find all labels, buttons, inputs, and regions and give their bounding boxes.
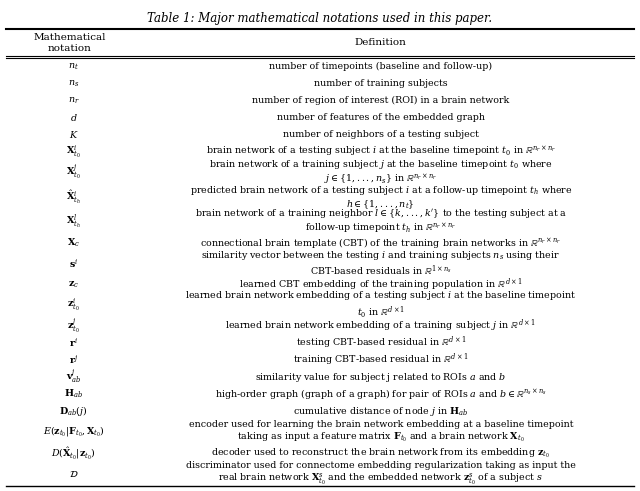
Text: similarity vector between the testing $i$ and training subjects $n_s$ using thei: similarity vector between the testing $i… (201, 248, 561, 278)
Text: $E(\mathbf{z}_{t_0}|\mathbf{F}_{t_0}, \mathbf{X}_{t_0})$: $E(\mathbf{z}_{t_0}|\mathbf{F}_{t_0}, \m… (43, 425, 104, 439)
Text: $\mathbf{r}^i$: $\mathbf{r}^i$ (69, 337, 78, 350)
Text: brain network of a training subject $j$ at the baseline timepoint $t_0$ where
$j: brain network of a training subject $j$ … (209, 158, 552, 187)
Text: $\mathbf{z}^j_{t_0}$: $\mathbf{z}^j_{t_0}$ (67, 317, 80, 335)
Text: discriminator used for connectome embedding regularization taking as input the
r: discriminator used for connectome embedd… (186, 461, 576, 487)
Text: connectional brain template (CBT) of the training brain networks in $\mathbb{R}^: connectional brain template (CBT) of the… (200, 236, 561, 249)
Text: number of region of interest (ROI) in a brain network: number of region of interest (ROI) in a … (252, 96, 509, 105)
Text: $D(\hat{\mathbf{X}}_{t_0}|\mathbf{z}_{t_0})$: $D(\hat{\mathbf{X}}_{t_0}|\mathbf{z}_{t_… (51, 445, 96, 461)
Text: $n_s$: $n_s$ (68, 78, 79, 89)
Text: Mathematical
notation: Mathematical notation (33, 33, 106, 53)
Text: $\mathbf{D}_{ab}(j)$: $\mathbf{D}_{ab}(j)$ (60, 404, 88, 418)
Text: predicted brain network of a testing subject $i$ at a follow-up timepoint $t_h$ : predicted brain network of a testing sub… (189, 184, 572, 211)
Text: high-order graph (graph of a graph) for pair of ROIs $a$ and $b \in \mathbb{R}^{: high-order graph (graph of a graph) for … (215, 387, 547, 401)
Text: brain network of a testing subject $i$ at the baseline timepoint $t_0$ in $\math: brain network of a testing subject $i$ a… (206, 145, 556, 159)
Text: $n_t$: $n_t$ (68, 61, 79, 72)
Text: learned brain network embedding of a training subject $j$ in $\mathbb{R}^{d \tim: learned brain network embedding of a tra… (225, 318, 536, 334)
Text: Definition: Definition (355, 38, 407, 48)
Text: testing CBT-based residual in $\mathbb{R}^{d \times 1}$: testing CBT-based residual in $\mathbb{R… (296, 335, 466, 352)
Text: $\mathbf{X}^i_{t_0}$: $\mathbf{X}^i_{t_0}$ (66, 143, 81, 160)
Text: $\mathbf{z}_c$: $\mathbf{z}_c$ (68, 279, 79, 290)
Text: $\mathbf{z}^i_{t_0}$: $\mathbf{z}^i_{t_0}$ (67, 297, 80, 313)
Text: number of neighbors of a testing subject: number of neighbors of a testing subject (283, 130, 479, 139)
Text: brain network of a training neighbor $l \in \{k,...,k'\}$ to the testing subject: brain network of a training neighbor $l … (195, 207, 567, 236)
Text: $\mathbf{v}^j_{ab}$: $\mathbf{v}^j_{ab}$ (66, 369, 81, 385)
Text: training CBT-based residual in $\mathbb{R}^{d \times 1}$: training CBT-based residual in $\mathbb{… (293, 352, 468, 368)
Text: $\mathbf{r}^j$: $\mathbf{r}^j$ (69, 354, 78, 366)
Text: $\hat{\mathbf{X}}^i_{t_h}$: $\hat{\mathbf{X}}^i_{t_h}$ (67, 189, 81, 206)
Text: $n_r$: $n_r$ (68, 95, 79, 106)
Text: number of features of the embedded graph: number of features of the embedded graph (276, 113, 485, 122)
Text: $\mathbf{X}^l_{t_h}$: $\mathbf{X}^l_{t_h}$ (67, 213, 81, 231)
Text: encoder used for learning the brain network embedding at a baseline timepoint
ta: encoder used for learning the brain netw… (189, 420, 573, 444)
Text: number of training subjects: number of training subjects (314, 79, 447, 88)
Text: $d$: $d$ (70, 112, 77, 123)
Text: Table 1: Major mathematical notations used in this paper.: Table 1: Major mathematical notations us… (147, 12, 493, 25)
Text: learned brain network embedding of a testing subject $i$ at the baseline timepoi: learned brain network embedding of a tes… (185, 290, 577, 321)
Text: $K$: $K$ (68, 129, 79, 140)
Text: $\mathbf{X}^j_{t_0}$: $\mathbf{X}^j_{t_0}$ (66, 164, 81, 181)
Text: learned CBT embedding of the training population in $\mathbb{R}^{d \times 1}$: learned CBT embedding of the training po… (239, 276, 523, 293)
Text: $\mathbf{X}_c$: $\mathbf{X}_c$ (67, 236, 80, 249)
Text: decoder used to reconstruct the brain network from its embedding $\mathbf{z}_{t_: decoder used to reconstruct the brain ne… (211, 446, 550, 460)
Text: cumulative distance of node $j$ in $\mathbf{H}_{ab}$: cumulative distance of node $j$ in $\mat… (293, 405, 468, 418)
Text: similarity value for subject j related to ROIs $a$ and $b$: similarity value for subject j related t… (255, 371, 506, 383)
Text: $\mathbf{s}^i$: $\mathbf{s}^i$ (69, 257, 78, 270)
Text: number of timepoints (baseline and follow-up): number of timepoints (baseline and follo… (269, 62, 492, 71)
Text: $\mathbf{H}_{ab}$: $\mathbf{H}_{ab}$ (64, 388, 83, 401)
Text: $\mathcal{D}$: $\mathcal{D}$ (69, 469, 78, 479)
